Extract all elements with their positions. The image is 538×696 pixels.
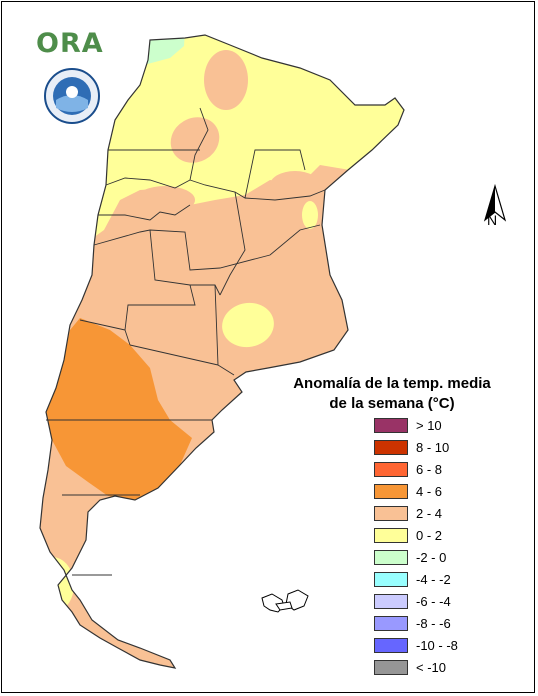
legend-swatch bbox=[374, 616, 408, 631]
legend-swatch bbox=[374, 484, 408, 499]
country-outline bbox=[39, 34, 405, 669]
legend-label: 0 - 2 bbox=[416, 528, 443, 543]
legend-label: > 10 bbox=[416, 418, 442, 433]
legend-label: -4 - -2 bbox=[416, 572, 451, 587]
zone-2-4-salta bbox=[204, 50, 248, 110]
ora-logo: ORA bbox=[36, 28, 104, 59]
legend-swatch bbox=[374, 528, 408, 543]
legend-swatch bbox=[374, 506, 408, 521]
legend-label: < -10 bbox=[416, 660, 446, 675]
north-label: N bbox=[487, 212, 498, 228]
legend-swatch bbox=[374, 418, 408, 433]
legend-label: 2 - 4 bbox=[416, 506, 443, 521]
legend-swatch bbox=[374, 638, 408, 653]
legend-label: 4 - 6 bbox=[416, 484, 443, 499]
legend-swatch bbox=[374, 440, 408, 455]
legend-swatch bbox=[374, 572, 408, 587]
legend-title-line1: Anomalía de la temp. media bbox=[293, 375, 491, 392]
legend-label: -6 - -4 bbox=[416, 594, 451, 609]
legend-title-line2: de la semana (°C) bbox=[329, 395, 455, 412]
legend-label: -2 - 0 bbox=[416, 550, 447, 565]
legend-label: -10 - -8 bbox=[416, 638, 458, 653]
zone-2-4-cuyo-north bbox=[135, 186, 195, 214]
north-arrow-icon bbox=[483, 183, 507, 222]
institutional-seal-icon bbox=[44, 68, 100, 124]
province-borders bbox=[46, 107, 326, 576]
legend-swatch bbox=[374, 594, 408, 609]
legend-label: 6 - 8 bbox=[416, 462, 443, 477]
legend-swatch bbox=[374, 660, 408, 675]
legend-label: 8 - 10 bbox=[416, 440, 450, 455]
zone-0-2-pampa bbox=[222, 302, 274, 348]
zone-0-2-litoral bbox=[302, 201, 318, 229]
zone-2-4-chaco bbox=[270, 171, 320, 199]
zone-4-6-patagonia bbox=[46, 318, 192, 500]
legend-label: -8 - -6 bbox=[416, 616, 451, 631]
islas-malvinas bbox=[261, 589, 309, 613]
legend-swatch bbox=[374, 462, 408, 477]
zone-0-2-south bbox=[40, 557, 74, 613]
legend-title: Anomalía de la temp. media de la semana … bbox=[282, 374, 502, 414]
legend-swatch bbox=[374, 550, 408, 565]
